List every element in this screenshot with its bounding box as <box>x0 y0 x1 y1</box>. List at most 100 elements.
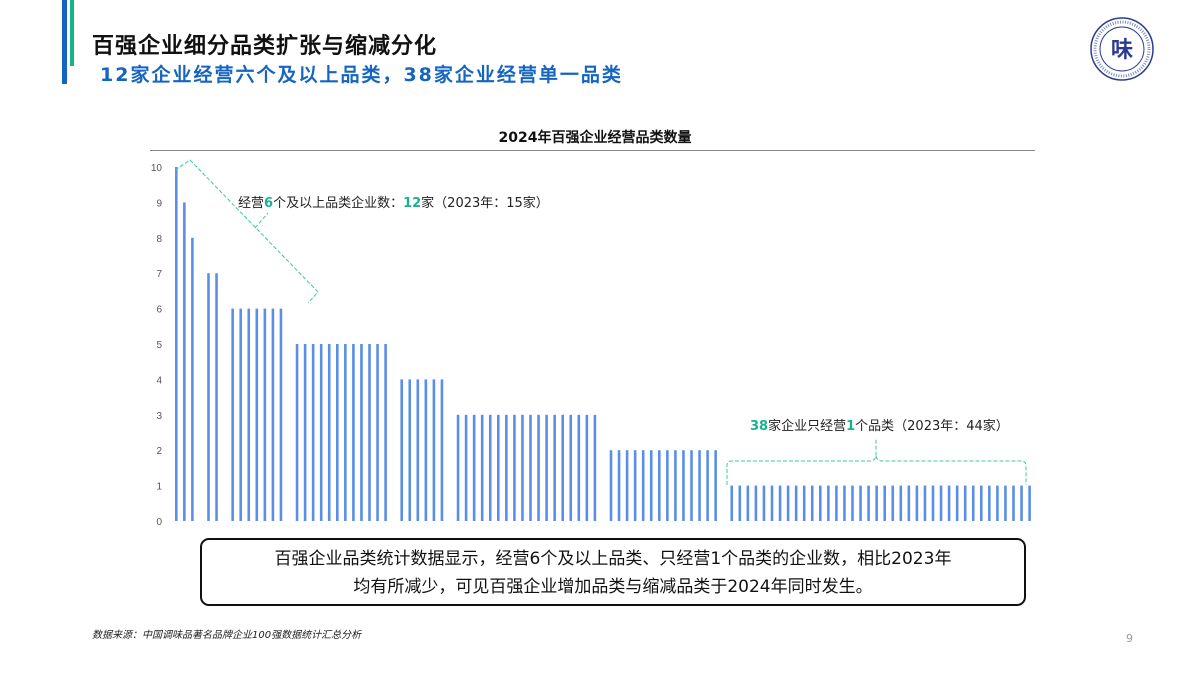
bar <box>456 414 460 521</box>
bar <box>649 450 653 521</box>
bar <box>1028 485 1031 521</box>
bar <box>730 485 734 521</box>
summary-box: 百强企业品类统计数据显示，经营6个及以上品类、只经营1个品类的企业数，相比202… <box>200 538 1026 606</box>
bar <box>955 485 959 521</box>
bar <box>585 414 589 521</box>
y-tick-label: 1 <box>156 482 162 493</box>
bar <box>344 344 347 521</box>
bar <box>609 450 613 521</box>
bar <box>352 344 355 521</box>
y-tick-label: 10 <box>151 163 163 174</box>
annotation-highlight: 1 <box>846 419 856 434</box>
bar <box>923 485 927 521</box>
bar <box>239 308 242 521</box>
bar <box>810 485 814 521</box>
bar <box>416 379 420 521</box>
bar <box>360 344 363 521</box>
annotation-single: 38家企业只经营1个品类（2023年：44家） <box>750 415 1009 434</box>
bar <box>666 450 669 521</box>
bar <box>746 485 750 521</box>
bar <box>464 414 468 521</box>
bar <box>971 485 975 521</box>
bar <box>553 414 556 521</box>
bar <box>851 485 854 521</box>
y-tick-label: 9 <box>156 198 162 209</box>
bar <box>191 237 194 522</box>
accent-bar-blue <box>62 0 67 84</box>
bar <box>633 450 637 521</box>
bar <box>215 273 218 521</box>
bar <box>183 202 186 521</box>
y-tick-label: 6 <box>156 305 162 316</box>
page-title: 百强企业细分品类扩张与缩减分化 <box>92 34 438 59</box>
annotation-highlight: 38 <box>750 419 769 434</box>
bar <box>843 485 846 521</box>
bar <box>988 485 991 521</box>
bar <box>319 344 323 521</box>
accent-bar-teal <box>70 0 74 66</box>
bar <box>505 414 508 521</box>
bar <box>963 485 967 521</box>
bar <box>384 344 387 521</box>
bar <box>754 485 758 521</box>
bar <box>1020 485 1023 521</box>
bar <box>569 414 573 521</box>
bar <box>738 485 742 521</box>
bar <box>641 450 645 521</box>
page-number: 9 <box>1126 632 1133 645</box>
bar <box>336 344 339 521</box>
bar <box>472 414 476 521</box>
bar <box>658 450 661 521</box>
annotation-highlight: 12 <box>403 196 422 211</box>
bar <box>593 414 597 521</box>
bar <box>279 308 283 521</box>
chart-title: 2024年百强企业经营品类数量 <box>498 130 692 146</box>
y-tick-label: 3 <box>156 411 162 422</box>
association-logo: 味 <box>1090 17 1154 81</box>
bar <box>271 308 275 521</box>
annotation-text: 家企业只经营 <box>768 419 847 434</box>
bar <box>915 485 919 521</box>
bar <box>891 485 895 521</box>
bar <box>827 485 830 521</box>
bar <box>311 344 315 521</box>
bar <box>1012 485 1015 521</box>
bar <box>513 414 516 521</box>
y-tick-label: 8 <box>156 234 162 245</box>
bar <box>408 379 412 521</box>
bar <box>698 450 701 521</box>
bar <box>786 485 790 521</box>
bar <box>859 485 862 521</box>
y-tick-label: 4 <box>156 375 162 386</box>
summary-line-1: 百强企业品类统计数据显示，经营6个及以上品类、只经营1个品类的企业数，相比202… <box>274 549 952 569</box>
y-tick-label: 5 <box>156 340 162 351</box>
bar <box>778 485 782 521</box>
bar <box>247 308 251 521</box>
bar <box>376 344 379 521</box>
annotation-text: 个及以上品类企业数： <box>273 196 404 211</box>
y-tick-label: 7 <box>156 269 162 280</box>
bar <box>175 167 178 521</box>
bar <box>432 379 436 521</box>
bar <box>400 379 403 521</box>
data-source: 数据来源：中国调味品著名品牌企业100强数据统计汇总分析 <box>92 630 362 641</box>
bar <box>537 414 540 521</box>
bar <box>529 414 532 521</box>
bar <box>802 485 806 521</box>
bar <box>327 344 331 521</box>
logo-glyph: 味 <box>1111 38 1133 63</box>
bar <box>368 344 371 521</box>
page-subtitle: 12家企业经营六个及以上品类，38家企业经营单一品类 <box>100 64 623 86</box>
bar <box>819 485 822 521</box>
bar <box>625 450 629 521</box>
bar <box>706 450 709 521</box>
bar <box>770 485 774 521</box>
bar <box>303 344 307 521</box>
y-tick-label: 0 <box>156 517 162 528</box>
bar <box>875 485 878 521</box>
bar <box>996 485 999 521</box>
bar <box>939 485 943 521</box>
bar <box>762 485 766 521</box>
bar <box>682 450 685 521</box>
